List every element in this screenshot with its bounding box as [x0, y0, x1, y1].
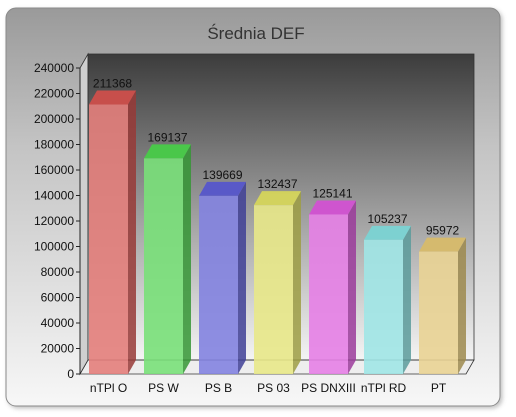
bar — [309, 200, 356, 374]
category-label: nTPl RD — [361, 381, 407, 395]
bar-top — [254, 191, 301, 206]
y-tick-label: 60000 — [41, 291, 75, 305]
bar — [89, 90, 136, 374]
data-label: 125141 — [312, 186, 352, 200]
y-tick-label: 220000 — [34, 87, 74, 101]
bar — [254, 191, 301, 374]
y-tick-label: 240000 — [34, 61, 74, 75]
data-label: 95972 — [426, 224, 460, 238]
bar — [144, 144, 191, 374]
chart-title: Średnia DEF — [207, 24, 304, 43]
bar-front — [89, 104, 128, 374]
bar — [419, 237, 466, 374]
data-label: 105237 — [367, 212, 407, 226]
bar-side — [183, 144, 191, 374]
data-labels-group: 211368 169137 139669 132437 125141 105237 9597… — [93, 77, 460, 238]
bar-side — [238, 181, 246, 374]
category-labels-group: nTPl O PS W PS B PS 03 PS DNXIII nTPl RD PT — [90, 381, 447, 395]
y-tick-label: 120000 — [34, 214, 74, 228]
bar-front — [364, 239, 403, 374]
bar-front — [309, 214, 348, 374]
bar-side — [293, 191, 301, 374]
y-tick-label: 180000 — [34, 138, 74, 152]
y-tick-label: 160000 — [34, 163, 74, 177]
data-label: 169137 — [147, 130, 187, 144]
category-label: PS W — [148, 381, 179, 395]
plot-left-wall — [79, 52, 89, 376]
bar — [364, 225, 411, 374]
bars-group — [89, 90, 466, 374]
bar-side — [458, 237, 466, 374]
category-label: PS DNXIII — [301, 381, 356, 395]
y-tick-label: 100000 — [34, 240, 74, 254]
bar-side — [128, 90, 136, 374]
bar-side — [348, 200, 356, 374]
category-label: PT — [431, 381, 447, 395]
bar-front — [144, 158, 183, 374]
category-label: nTPl O — [90, 381, 127, 395]
y-tick-label: 200000 — [34, 112, 74, 126]
y-axis-ticks: 0 20000 40000 60000 80000 100000 120000 140000 1… — [34, 61, 80, 381]
y-tick-label: 20000 — [41, 342, 75, 356]
bar-top — [89, 90, 136, 105]
data-label: 132437 — [257, 177, 297, 191]
category-label: PS 03 — [257, 381, 290, 395]
bar-top — [419, 237, 466, 252]
bar-side — [403, 225, 411, 374]
bar-top — [144, 144, 191, 159]
bar-top — [309, 200, 356, 215]
y-tick-label: 140000 — [34, 189, 74, 203]
bar-front — [254, 205, 293, 374]
bar-front — [419, 251, 458, 374]
data-label: 139669 — [202, 168, 242, 182]
y-tick-label: 0 — [67, 367, 74, 381]
data-label: 211368 — [93, 77, 132, 91]
bar-top — [364, 225, 411, 240]
bar-front — [199, 195, 238, 374]
y-tick-label: 80000 — [41, 265, 75, 279]
y-tick-label: 40000 — [41, 316, 75, 330]
bar — [199, 181, 246, 374]
bar-top — [199, 181, 246, 196]
category-label: PS B — [205, 381, 232, 395]
